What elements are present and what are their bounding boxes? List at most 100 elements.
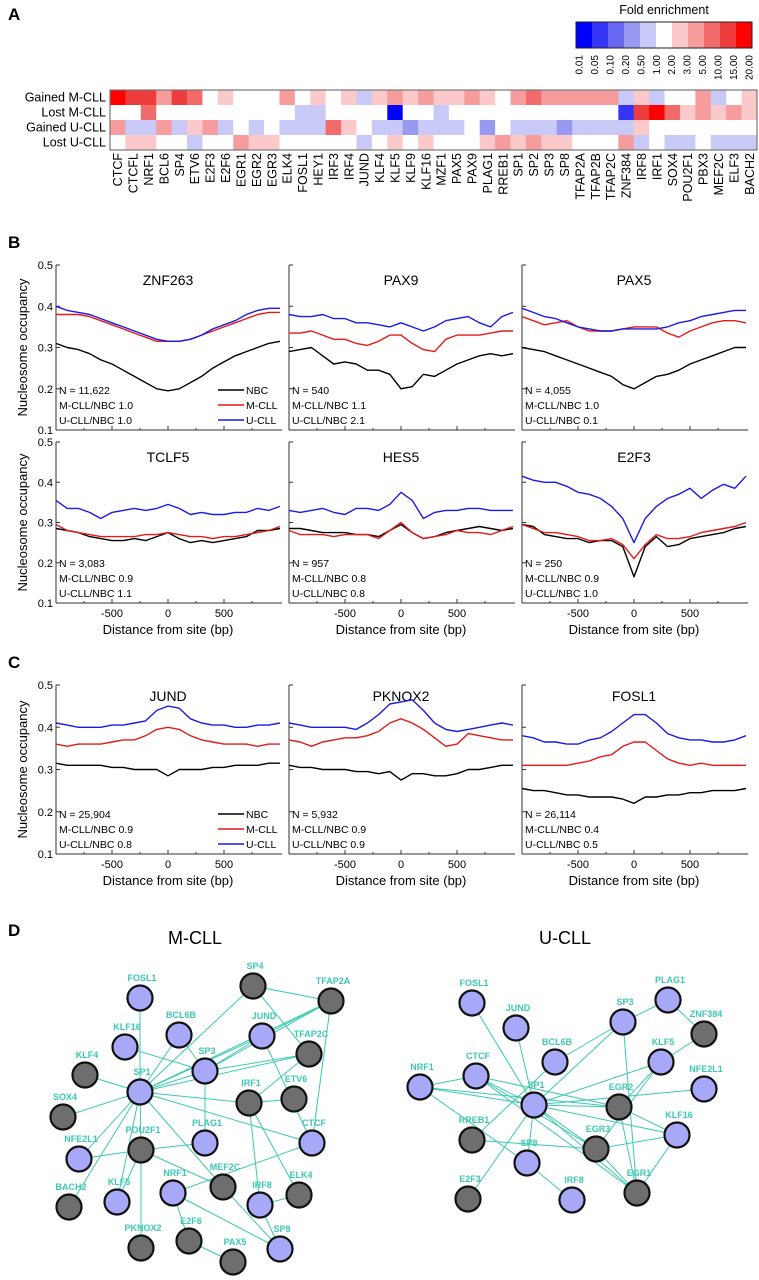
heatmap-cell [110,120,126,136]
heatmap-cell [171,90,188,106]
heatmap-column-label: EGR2 [250,153,264,187]
network-node [513,1149,541,1177]
network-node [126,1078,154,1106]
network-node [458,1126,486,1154]
heatmap-cell [187,90,203,106]
network-node-label: PAX5 [224,1237,247,1247]
heatmap-cell [433,135,450,151]
panel-annotation-m-ratio: M-CLL/NBC 1.0 [59,400,133,412]
heatmap-cell [664,120,681,136]
heatmap-cell [341,105,357,121]
heatmap-column-label: IRF4 [342,153,356,180]
heatmap-cell [402,105,419,121]
network-title: U-CLL [539,928,591,948]
panel-title: TCLF5 [147,449,190,465]
series-line-nbc [521,787,747,804]
heatmap-cell [140,105,157,121]
heatmap-column-label: POU2F1 [681,153,695,202]
legend-tick-label: 10.00 [714,55,725,80]
line-panel-fosl1: -500 0 500 Distance from site (bp) FOSL1 N = … [521,684,748,888]
series-line-nbc [55,762,280,777]
series-line-m-cll [56,311,280,342]
heatmap-column-label: KLF5 [388,153,402,183]
heatmap-column-label: HEY1 [311,153,325,186]
heatmap-cell [479,120,496,136]
network-node [111,1033,139,1061]
heatmap-column-label: TFAP2A [573,152,587,199]
heatmap-cell [356,120,373,136]
legend-color-swatch [704,22,721,48]
series-line-nbc [288,346,514,390]
heatmap-column-label: SP8 [558,153,572,177]
network-node-label: PKNOX2 [124,1223,161,1233]
heatmap-cell [587,120,604,136]
network-edge [419,1086,528,1164]
network-edge [204,1053,310,1072]
legend-color-swatch [656,22,673,48]
heatmap-cell [248,90,265,106]
heatmap-cell [310,120,327,136]
network-node-label: BACH2 [55,1182,86,1192]
legend-tick-label: 0.05 [590,55,601,75]
network-node-label: ZNF384 [690,1009,723,1019]
line-panel-e2f3: -500 0 500 Distance from site (bp) E2F3 N = 2… [521,441,748,637]
heatmap-cell [187,120,203,136]
x-axis-label: Distance from site (bp) [336,622,467,637]
network-node-label: SP8 [273,1224,290,1234]
heatmap-cell [433,120,450,136]
network-edge [248,1102,261,1206]
series-line-m-cll [521,521,747,560]
heatmap-cell [448,120,465,136]
x-tick-label: 0 [398,859,404,871]
heatmap-cell [726,90,743,106]
network-node [690,1020,718,1048]
legend-color-swatch [720,22,737,48]
heatmap-cell [325,120,342,136]
heatmap-cell [310,135,327,151]
panel-annotation-m-ratio: M-CLL/NBC 0.9 [59,824,133,836]
heatmap-cell [741,90,758,106]
heatmap-cell [387,135,404,151]
heatmap-cell [341,135,357,151]
panel-annotation-n: N = 540 [292,385,329,397]
network-node [127,1136,155,1164]
network-node-label: IRF1 [241,1078,261,1088]
heatmap-column-label: BACH2 [743,153,757,195]
heatmap-column-label: IRF1 [650,153,664,180]
heatmap-cell [649,90,666,106]
legend-tick-label: 1.00 [652,55,663,75]
heatmap-cell [618,90,635,106]
network-node-label: FOSL1 [459,978,488,988]
x-axis-label: Distance from site (bp) [336,873,467,888]
heatmap-cell [679,120,696,136]
network-node-label: EGR2 [609,1082,634,1092]
heatmap-cell [371,120,388,136]
series-line-u-cll [288,311,514,332]
heatmap-column-label: SOX4 [666,153,680,186]
heatmap-cell [202,135,219,151]
heatmap-cell [741,105,758,121]
legend-color-swatch [576,22,593,48]
heatmap-cell [572,120,589,136]
heatmap-cell [279,135,296,151]
legend-color-swatch [640,22,657,48]
network-node [246,1191,274,1219]
heatmap-column-label: PAX5 [450,153,464,184]
network-node [191,1057,219,1085]
heatmap-column-label: SP4 [173,153,187,177]
network-node-label: KLF4 [76,1050,99,1060]
y-tick-label: 0.4 [38,477,53,489]
heatmap-cell [602,90,619,106]
panel-annotation-n: N = 250 [525,558,562,570]
heatmap-cell [710,135,727,151]
network-node-label: KLF16 [113,1022,141,1032]
network-node [462,1062,490,1090]
network-m-cll: M-CLL FOSL1 SP4 TFAP2A BCL6B JUND KLF16 TFAP2C K… [49,928,351,1276]
x-tick-label: 0 [165,608,171,620]
network-node [159,1179,187,1207]
heatmap-cell [371,90,388,106]
panel-letter: A [8,5,20,24]
network-node-label: CTCF [466,1051,490,1061]
network-edge [140,1149,224,1188]
heatmap-cell [310,105,327,121]
